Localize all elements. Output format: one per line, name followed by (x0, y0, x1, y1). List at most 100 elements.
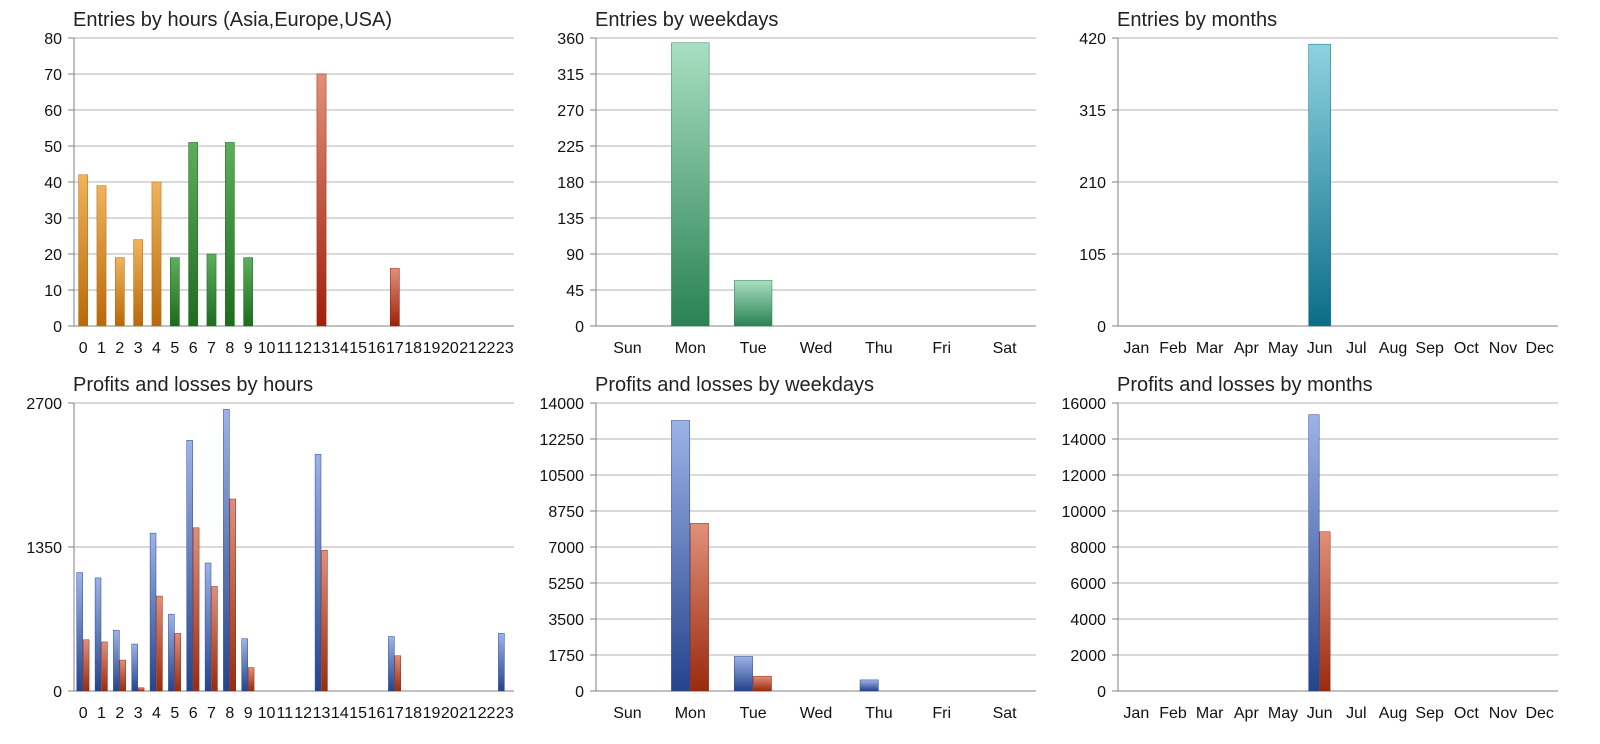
chart-title: Entries by weekdays (595, 9, 778, 31)
chart-entries-by-hours: Entries by hours (Asia,Europe,USA) 0 10 20 3… (0, 0, 533, 372)
x-tick-label: Mar (1196, 705, 1224, 722)
y-tick-label: 7000 (548, 540, 584, 557)
x-tick-label: Sat (993, 705, 1018, 722)
bar-series-2-1 (101, 641, 108, 692)
x-tick-label: Aug (1379, 705, 1407, 722)
y-tick-label: 12000 (1062, 468, 1107, 485)
bar-series-2-4 (156, 595, 163, 692)
bar-Mon (671, 42, 710, 327)
y-tick-label: 2000 (1070, 648, 1106, 665)
bar-series-2-2 (119, 659, 127, 692)
x-tick-label: 22 (478, 340, 496, 357)
x-tick-label: Mon (675, 705, 706, 722)
bar-series-1-4 (149, 532, 157, 692)
chart-title: Profits and losses by weekdays (595, 374, 874, 396)
x-tick-label: Dec (1525, 340, 1553, 357)
bar-series-1-0 (76, 572, 83, 692)
y-tick-label: 3500 (548, 612, 584, 629)
y-tick-label: 12250 (540, 432, 585, 449)
x-tick-label: 12 (294, 705, 312, 722)
y-tick-label: 30 (44, 211, 62, 228)
y-tick-label: 20 (44, 247, 62, 264)
chart-title: Profits and losses by hours (73, 374, 313, 396)
y-tick-label: 0 (1097, 684, 1106, 701)
x-tick-label: Tue (740, 705, 767, 722)
x-tick-label: 16 (368, 340, 386, 357)
y-tick-label: 210 (1079, 175, 1106, 192)
y-tick-label: 8000 (1070, 540, 1106, 557)
x-tick-label: 1 (97, 340, 106, 357)
bar-1 (96, 185, 107, 327)
bar-series-1-Tue (734, 656, 753, 692)
x-tick-label: Sep (1415, 705, 1444, 722)
x-tick-label: 17 (386, 340, 404, 357)
bar-0 (78, 174, 89, 327)
bar-series-2-Jun (1319, 531, 1331, 692)
bar-series-1-23 (498, 633, 505, 692)
x-tick-label: 6 (189, 705, 198, 722)
x-tick-label: Wed (800, 340, 833, 357)
x-tick-label: Feb (1159, 705, 1187, 722)
bar-series-1-Jun (1308, 414, 1320, 692)
y-tick-label: 6000 (1070, 576, 1106, 593)
x-tick-label: 9 (244, 705, 253, 722)
bar-series-1-13 (314, 453, 322, 692)
bar-series-1-7 (204, 562, 212, 692)
x-tick-label: Sun (613, 340, 641, 357)
bar-9 (243, 257, 253, 327)
x-tick-label: Feb (1159, 340, 1187, 357)
x-tick-label: 18 (404, 340, 422, 357)
y-tick-label: 14000 (1062, 432, 1107, 449)
y-tick-label: 0 (53, 684, 62, 701)
x-tick-label: 5 (170, 340, 179, 357)
bar-series-1-Mon (671, 420, 691, 692)
y-tick-label: 420 (1079, 31, 1106, 48)
y-tick-label: 70 (44, 67, 62, 84)
x-tick-label: Apr (1234, 705, 1260, 722)
y-tick-label: 14000 (540, 396, 585, 413)
chart-profits-losses-by-weekdays: Profits and losses by weekdays 0 1750 3500 5… (522, 365, 1055, 737)
x-tick-label: May (1268, 705, 1298, 722)
y-tick-label: 50 (44, 139, 62, 156)
x-tick-label: 8 (225, 705, 234, 722)
x-tick-label: Dec (1525, 705, 1553, 722)
bar-series-1-17 (388, 636, 395, 692)
bar-series-2-17 (394, 655, 402, 692)
x-tick-label: Fri (932, 340, 951, 357)
x-tick-label: 4 (152, 705, 161, 722)
x-tick-label: Jan (1123, 705, 1149, 722)
y-tick-label: 60 (44, 103, 62, 120)
x-tick-label: 23 (496, 705, 514, 722)
x-tick-label: 18 (404, 705, 422, 722)
x-tick-label: Jan (1123, 340, 1149, 357)
x-tick-label: 11 (277, 340, 294, 357)
x-tick-label: Tue (740, 340, 767, 357)
x-tick-label: Nov (1489, 705, 1517, 722)
x-tick-label: Sep (1415, 340, 1444, 357)
y-tick-label: 10 (44, 283, 62, 300)
x-tick-label: Sun (613, 705, 641, 722)
x-tick-label: Mon (675, 340, 706, 357)
bar-13 (316, 73, 327, 327)
y-tick-label: 270 (557, 103, 584, 120)
x-tick-label: 7 (207, 340, 216, 357)
bar-series-1-2 (113, 629, 120, 692)
y-tick-label: 40 (44, 175, 62, 192)
x-tick-label: 1 (97, 705, 106, 722)
bar-2 (115, 257, 125, 327)
x-tick-label: Jul (1346, 705, 1366, 722)
x-tick-label: Apr (1234, 340, 1260, 357)
y-tick-label: 105 (1079, 247, 1106, 264)
bar-series-2-9 (247, 667, 255, 692)
y-tick-label: 5250 (548, 576, 584, 593)
x-tick-label: 20 (441, 705, 459, 722)
chart-entries-by-weekdays: Entries by weekdays 0 45 90 135 180 225 270 315 3… (522, 0, 1055, 372)
bar-7 (206, 253, 217, 327)
y-tick-label: 315 (1079, 103, 1106, 120)
bar-series-2-3 (137, 687, 145, 692)
bar-series-2-13 (321, 549, 328, 692)
x-tick-label: 12 (294, 340, 312, 357)
x-tick-label: 19 (423, 705, 441, 722)
y-tick-label: 360 (557, 31, 584, 48)
y-tick-label: 10000 (1062, 504, 1107, 521)
